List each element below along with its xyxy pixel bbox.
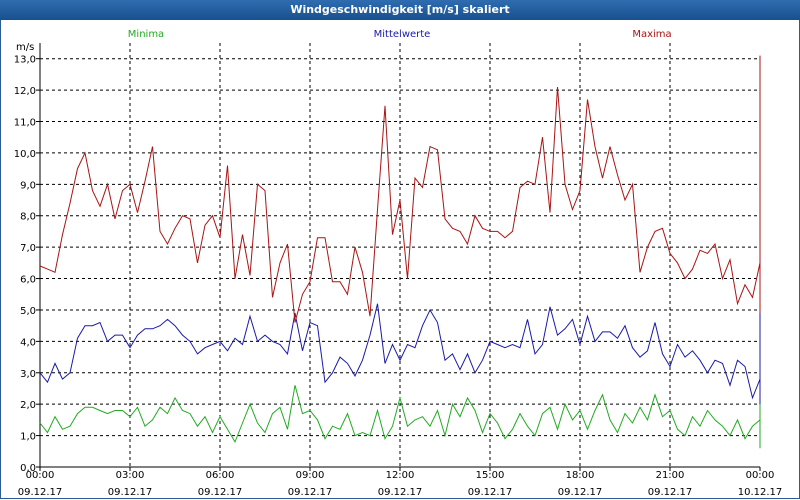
y-tick-label: 5,0 <box>20 306 36 317</box>
y-tick-label: 10,0 <box>14 149 36 160</box>
y-tick-label: 0,0 <box>20 463 36 474</box>
y-tick-label: 8,0 <box>20 212 36 223</box>
y-tick-label: 2,0 <box>20 400 36 411</box>
x-tick-time: 15:00 <box>476 470 505 481</box>
x-tick-date: 09.12.17 <box>468 487 513 498</box>
legend-maxima: Maxima <box>632 29 671 40</box>
y-tick-label: 9,0 <box>20 180 36 191</box>
x-tick-time: 06:00 <box>206 470 235 481</box>
x-tick-date: 09.12.17 <box>198 487 243 498</box>
x-tick-labels: 00:00 09.12.17 03:00 09.12.17 06:00 09.12.17 0… <box>18 470 783 498</box>
y-tick-label: 3,0 <box>20 369 36 380</box>
x-tick-time: 00:00 <box>26 470 55 481</box>
y-tick-label: 6,0 <box>20 275 36 286</box>
y-tick-label: 11,0 <box>14 118 36 129</box>
x-tick-date: 09.12.17 <box>648 487 693 498</box>
x-tick-time: 09:00 <box>296 470 325 481</box>
window-title: Windgeschwindigkeit [m/s] skaliert <box>0 0 800 20</box>
x-tick-time: 00:00 <box>746 470 775 481</box>
series-line-max <box>39 55 761 323</box>
y-axis-unit-label: m/s <box>16 42 34 53</box>
y-tick-label: 7,0 <box>20 243 36 254</box>
x-tick-time: 21:00 <box>656 470 685 481</box>
grid-lines <box>40 43 760 467</box>
y-tick-label: 12,0 <box>14 86 36 97</box>
x-tick-date: 09.12.17 <box>378 487 423 498</box>
y-tick-label: 13,0 <box>14 55 36 66</box>
x-tick-date: 09.12.17 <box>18 487 63 498</box>
x-tick-time: 18:00 <box>566 470 595 481</box>
series-lines <box>39 55 761 449</box>
axes <box>36 43 761 471</box>
x-tick-date: 09.12.17 <box>558 487 603 498</box>
x-tick-time: 03:00 <box>116 470 145 481</box>
x-tick-date: 09.12.17 <box>108 487 153 498</box>
series-line-mean <box>39 297 761 405</box>
legend-minima: Minima <box>128 29 164 40</box>
y-tick-label: 4,0 <box>20 337 36 348</box>
y-tick-labels: 0,0 1,0 2,0 3,0 4,0 5,0 6,0 7,0 8,0 9,0 10,0 11,0 12… <box>14 55 36 474</box>
y-tick-label: 1,0 <box>20 432 36 443</box>
x-tick-time: 12:00 <box>386 470 415 481</box>
legend-mittelwerte: Mittelwerte <box>374 29 431 40</box>
x-tick-date: 09.12.17 <box>288 487 333 498</box>
x-tick-date: 10.12.17 <box>738 487 783 498</box>
